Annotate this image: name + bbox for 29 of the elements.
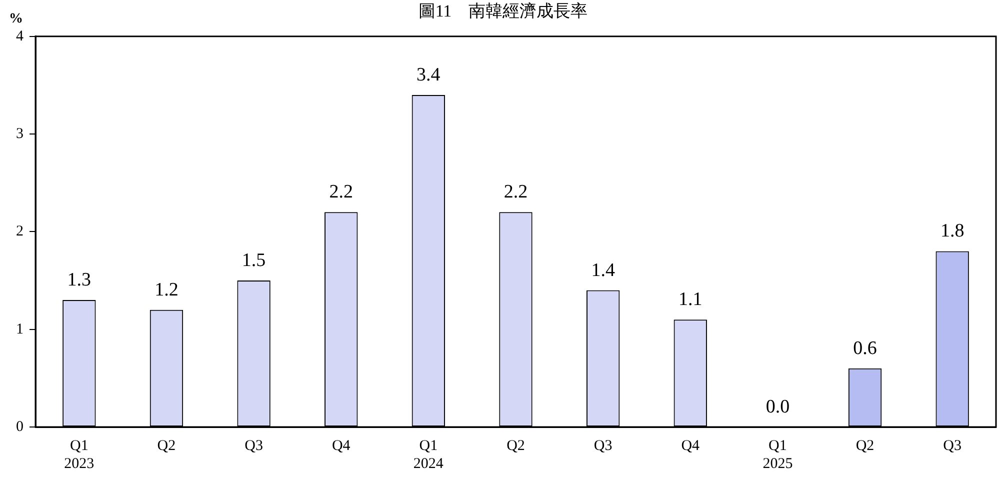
x-tick-label: Q1 2024 [413,438,444,472]
x-tick-label: Q1 2023 [64,438,94,472]
x-tick-label: Q1 2025 [762,438,793,472]
x-tick-label: Q2 [157,438,176,454]
x-tick-label: Q3 [943,438,962,454]
data-label: 2.2 [329,182,353,203]
data-label: 1.3 [67,270,92,291]
x-tick-label: Q2 [856,438,874,454]
x-tick-label: Q3 [244,438,263,454]
x-tick-label: Q4 [681,438,700,454]
y-tick-label: 2 [16,224,24,240]
data-label: 0.6 [853,338,877,359]
y-tick-label: 0 [16,418,24,435]
x-tick-label: Q3 [594,438,612,454]
data-label: 1.1 [678,289,702,310]
data-label: 0.0 [766,396,790,418]
data-label: 1.4 [591,260,616,281]
x-tick-label: Q2 [506,438,525,454]
y-tick-label: 4 [16,28,24,44]
y-tick-label: 1 [16,321,24,338]
data-label: 1.2 [154,279,178,300]
data-label: 3.4 [416,64,441,86]
y-axis-title: % [9,12,23,27]
data-label: 2.2 [504,182,528,203]
data-label: 1.5 [242,250,266,272]
y-tick-label: 3 [16,126,24,142]
x-tick-label: Q4 [332,438,351,454]
chart-title: 圖11 南韓經濟成長率 [418,2,588,21]
data-label: 1.8 [940,220,964,242]
